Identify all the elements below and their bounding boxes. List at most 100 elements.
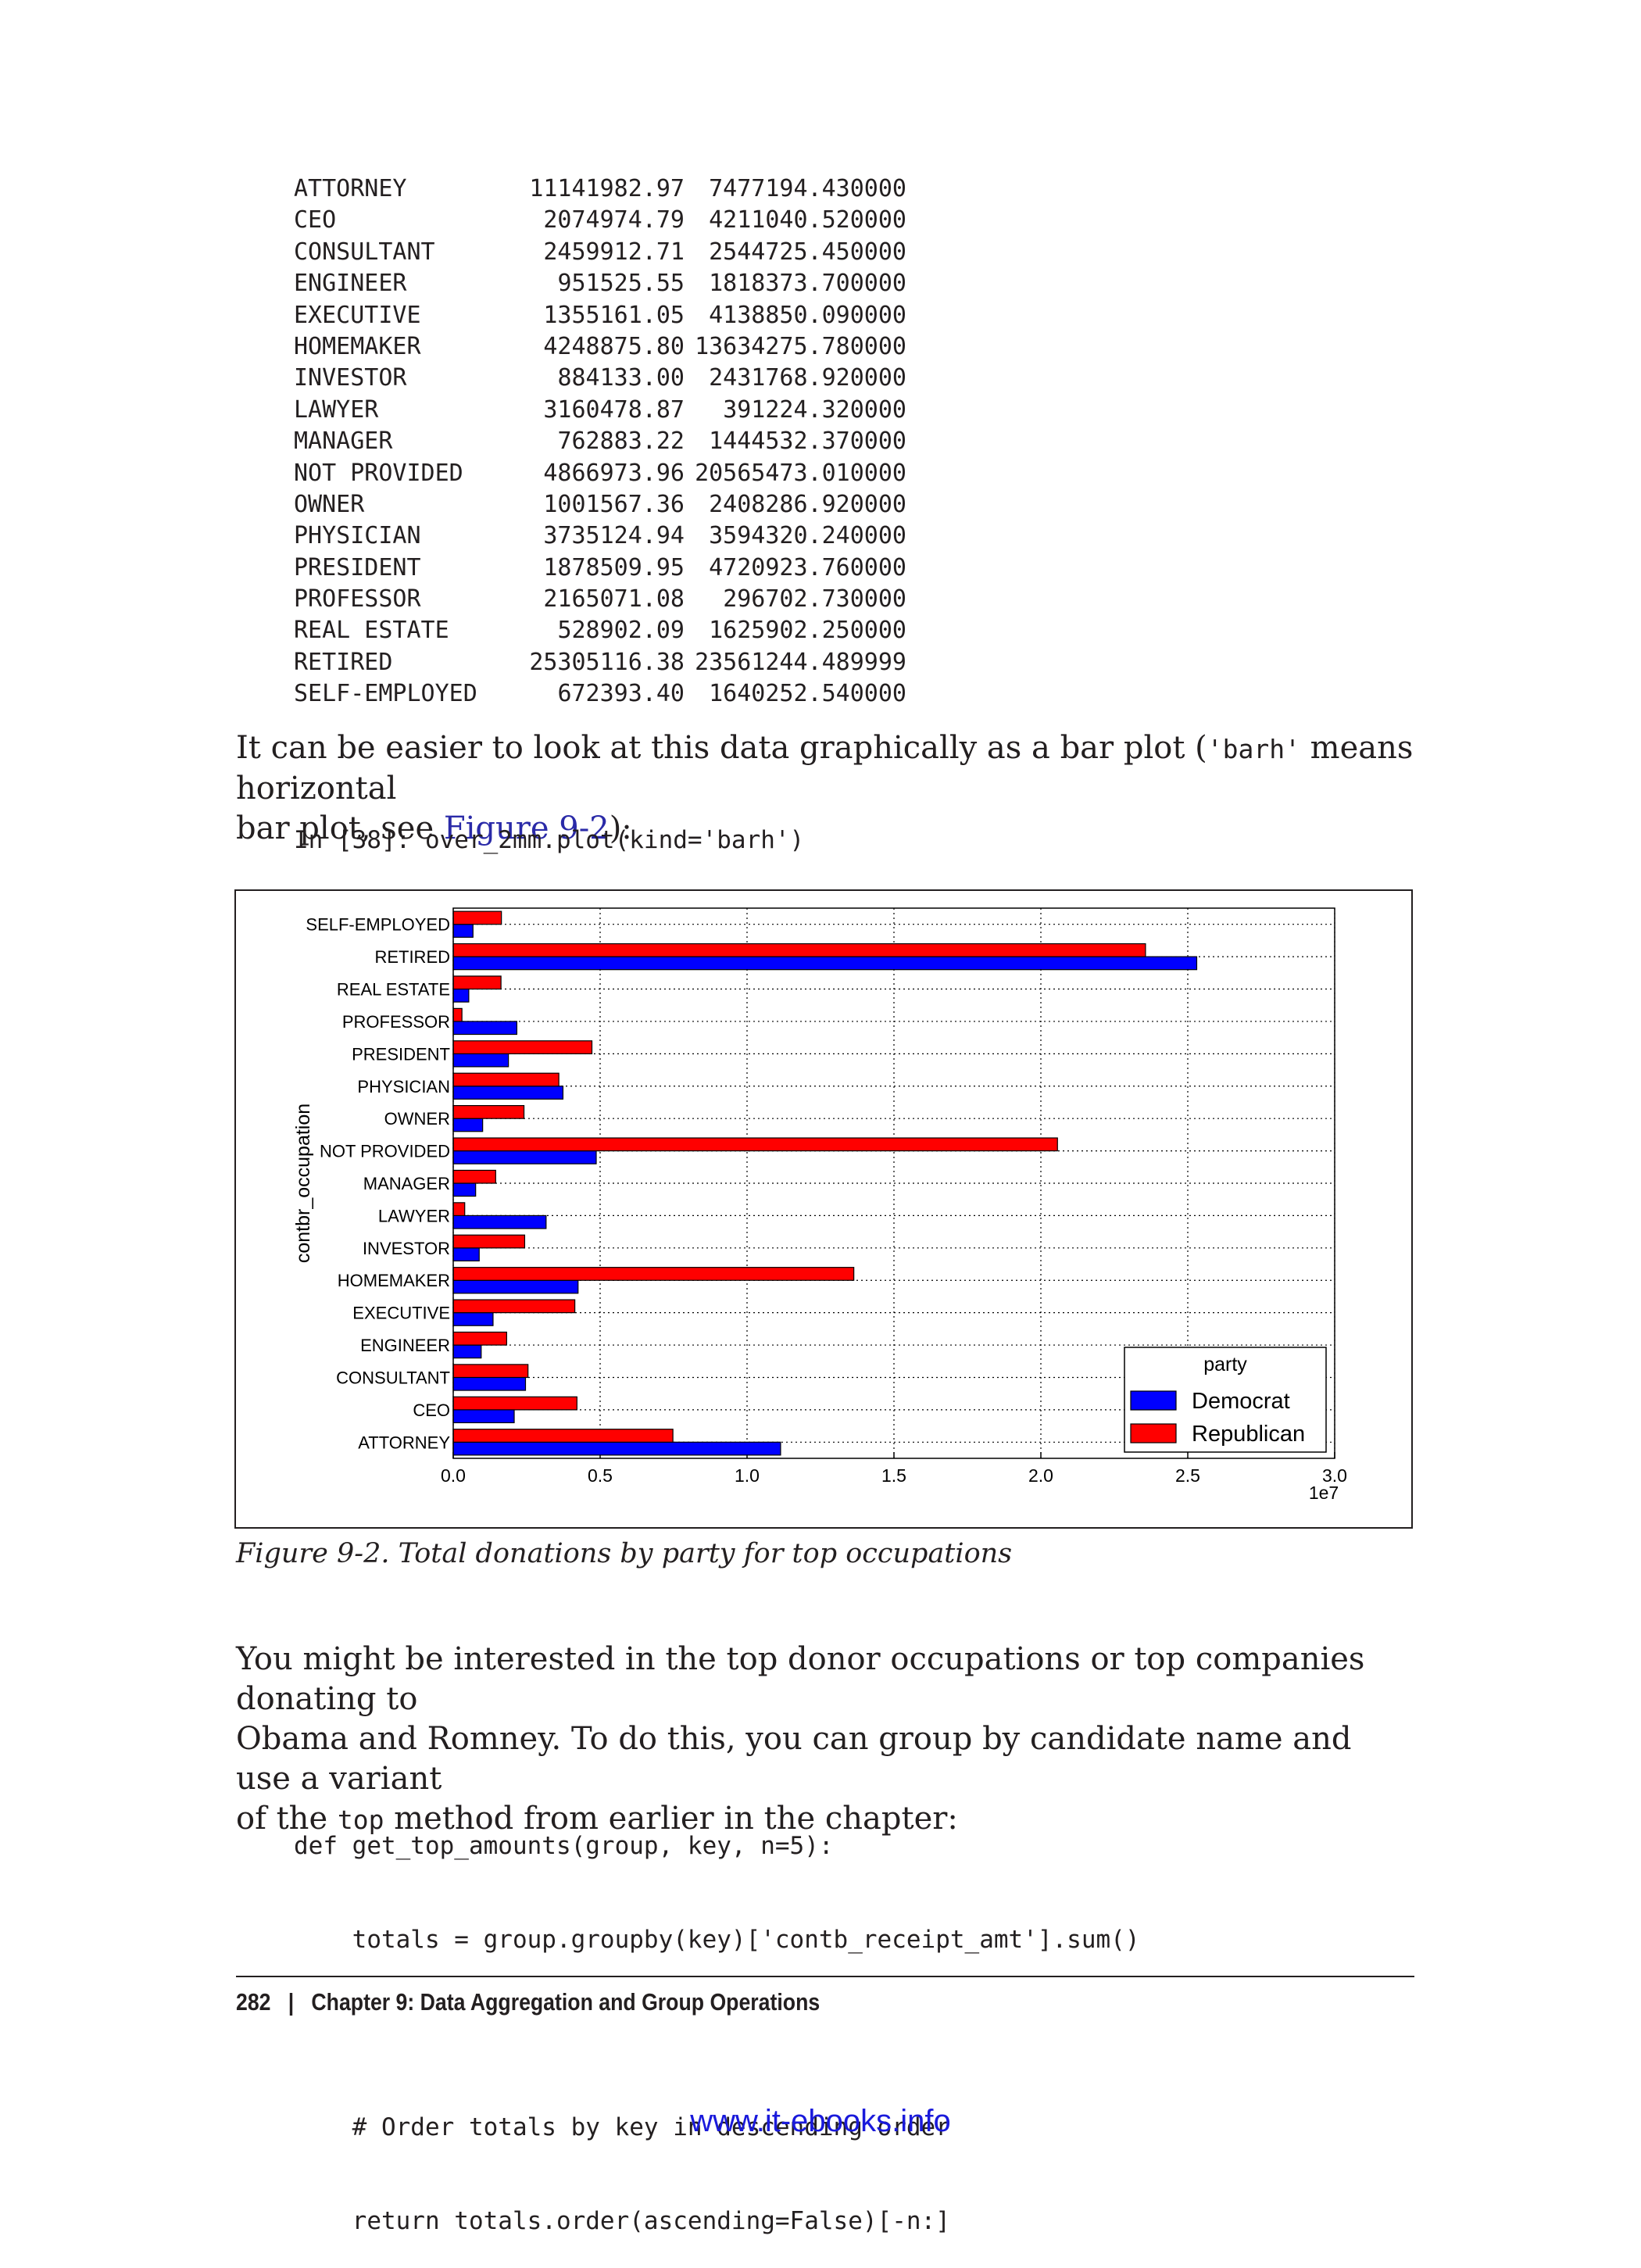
y-tick-label: LAWYER <box>378 1206 450 1225</box>
table-row: SELF-EMPLOYED 672393.40 1640252.540000 <box>294 678 935 710</box>
republican-amount-cell: 1625902.250000 <box>709 617 906 645</box>
table-row: OWNER 1001567.36 2408286.920000 <box>294 489 935 520</box>
figure-caption: Figure 9-2. Total donations by party for… <box>236 1538 1013 1569</box>
table-row: PRESIDENT 1878509.95 4720923.760000 <box>294 553 935 584</box>
table-row: EXECUTIVE 1355161.05 4138850.090000 <box>294 300 935 331</box>
democrat-amount-cell: 951525.55 <box>557 270 685 298</box>
bar-republican <box>452 1267 855 1281</box>
republican-amount-cell: 391224.320000 <box>723 395 906 424</box>
y-tick-label: CEO <box>413 1401 450 1420</box>
y-tick-label: PHYSICIAN <box>357 1077 450 1096</box>
republican-amount-cell: 1818373.700000 <box>709 270 906 298</box>
y-tick-label: NOT PROVIDED <box>320 1142 450 1161</box>
democrat-amount-cell: 884133.00 <box>557 364 685 392</box>
occupation-cell: LAWYER <box>294 395 379 424</box>
page-number: 282 <box>236 1988 271 2016</box>
bar-democrat <box>452 1344 482 1359</box>
bar-democrat <box>452 1376 527 1391</box>
y-tick-label: SELF-EMPLOYED <box>306 915 450 935</box>
republican-amount-cell: 3594320.240000 <box>709 522 906 550</box>
democrat-amount-cell: 2074974.79 <box>543 206 685 234</box>
intro-line-1: It can be easier to look at this data gr… <box>236 730 1414 807</box>
x-tick-label: 3.0 <box>1322 1465 1347 1486</box>
occupation-cell: MANAGER <box>294 427 393 456</box>
bar-republican <box>452 1137 1058 1152</box>
republican-amount-cell: 2408286.920000 <box>709 490 906 518</box>
bar-democrat <box>452 1182 477 1197</box>
bar-democrat <box>452 956 1198 971</box>
bar-republican <box>452 1202 466 1217</box>
x-tick-label: 0.0 <box>441 1465 466 1486</box>
intro-paragraph: It can be easier to look at this data gr… <box>236 728 1416 849</box>
bar-republican <box>452 1331 507 1346</box>
watermark-link[interactable]: www.it-ebooks.info <box>690 2104 951 2138</box>
bar-republican <box>452 1105 525 1119</box>
occupation-cell: PRESIDENT <box>294 553 421 581</box>
bar-democrat <box>452 1247 480 1261</box>
table-row: MANAGER 762883.22 1444532.370000 <box>294 426 935 457</box>
bar-republican <box>452 1364 529 1379</box>
democrat-amount-cell: 672393.40 <box>557 680 685 708</box>
republican-amount-cell: 20565473.010000 <box>695 459 906 487</box>
democrat-amount-cell: 1001567.36 <box>543 490 685 518</box>
occupation-cell: PROFESSOR <box>294 585 421 614</box>
democrat-amount-cell: 3735124.94 <box>543 522 685 550</box>
republican-amount-cell: 13634275.780000 <box>695 332 906 360</box>
occupation-cell: OWNER <box>294 490 365 518</box>
y-tick-label: RETIRED <box>374 947 450 967</box>
code-line: return totals.order(ascending=False)[-n:… <box>294 2207 950 2235</box>
y-tick-label: PROFESSOR <box>342 1012 450 1032</box>
bar-democrat <box>452 1150 597 1164</box>
bar-republican <box>452 1040 593 1054</box>
table-row: RETIRED 25305116.38 23561244.489999 <box>294 647 935 678</box>
occupation-cell: ATTORNEY <box>294 175 407 202</box>
bar-democrat <box>452 1409 515 1424</box>
body-line-3: of the top method from earlier in the ch… <box>236 1801 958 1837</box>
occupation-cell: INVESTOR <box>294 364 407 392</box>
republican-amount-cell: 2544725.450000 <box>709 238 906 266</box>
y-tick-label: CONSULTANT <box>336 1368 450 1387</box>
inline-code-top: top <box>337 1805 384 1835</box>
code-function-block: def get_top_amounts(group, key, n=5): to… <box>294 1768 1140 2268</box>
democrat-amount-cell: 2165071.08 <box>543 585 685 614</box>
table-row: CONSULTANT 2459912.71 2544725.450000 <box>294 237 935 268</box>
y-tick-label: MANAGER <box>363 1174 450 1193</box>
code-line: totals = group.groupby(key)['contb_recei… <box>294 1926 1140 1954</box>
bar-republican <box>452 1007 463 1022</box>
republican-amount-cell: 1444532.370000 <box>709 427 906 456</box>
bar-democrat <box>452 1086 564 1100</box>
occupation-cell: NOT PROVIDED <box>294 459 463 487</box>
republican-amount-cell: 2431768.920000 <box>709 364 906 392</box>
bar-republican <box>452 910 502 925</box>
bar-republican <box>452 943 1146 957</box>
x-tick-label: 2.5 <box>1175 1465 1200 1486</box>
y-axis-label: contbr_occupation <box>292 1104 314 1263</box>
code-line: def get_top_amounts(group, key, n=5): <box>294 1832 834 1860</box>
legend-label-democrat: Democrat <box>1192 1389 1290 1414</box>
figure-link[interactable]: Figure 9-2 <box>443 810 610 846</box>
occupation-cell: RETIRED <box>294 648 393 676</box>
bar-republican <box>452 975 502 990</box>
democrat-amount-cell: 762883.22 <box>557 427 685 456</box>
table-row: INVESTOR 884133.00 2431768.920000 <box>294 363 935 394</box>
bar-democrat <box>452 1312 494 1326</box>
y-tick-label: OWNER <box>384 1109 450 1129</box>
table-row: HOMEMAKER 4248875.80 13634275.780000 <box>294 331 935 363</box>
y-tick-label: HOMEMAKER <box>338 1271 450 1290</box>
legend-title: party <box>1203 1354 1247 1375</box>
occupation-cell: EXECUTIVE <box>294 301 421 329</box>
y-tick-label: INVESTOR <box>363 1239 450 1258</box>
table-row: ENGINEER 951525.55 1818373.700000 <box>294 268 935 299</box>
legend-swatch-republican <box>1130 1423 1177 1443</box>
x-tick-label: 1.5 <box>881 1465 906 1486</box>
code-plot-command: In [38]: over_2mm.plot(kind='barh') <box>294 826 805 854</box>
democrat-amount-cell: 4248875.80 <box>543 332 685 360</box>
democrat-amount-cell: 25305116.38 <box>529 648 685 676</box>
democrat-amount-cell: 3160478.87 <box>543 395 685 424</box>
body-paragraph: You might be interested in the top donor… <box>236 1640 1416 1840</box>
occupation-cell: CONSULTANT <box>294 238 435 266</box>
bar-democrat <box>452 1279 579 1294</box>
occupation-cell: ENGINEER <box>294 270 407 298</box>
table-row: PHYSICIAN 3735124.94 3594320.240000 <box>294 520 935 552</box>
